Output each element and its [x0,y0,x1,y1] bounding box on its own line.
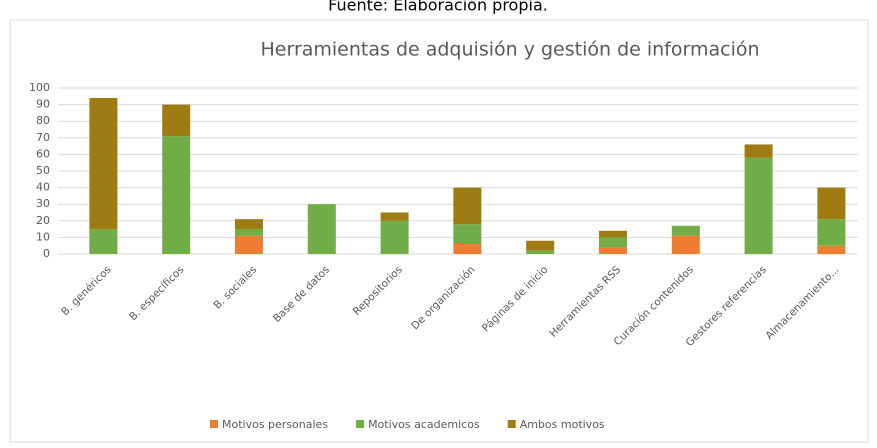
bar-segment [817,219,846,246]
bar-segment [599,237,627,248]
y-tick-label: 30 [36,197,50,210]
y-tick-label: 0 [43,247,50,260]
legend-swatch [507,420,516,428]
bar-segment [235,229,263,236]
x-tick-label: De organización [409,264,477,332]
y-tick-label: 100 [29,81,50,94]
bar-segment [162,104,191,137]
chart-title: Herramientas de adquisión y gestión de i… [260,39,759,61]
bar-segment [453,244,482,254]
x-tick-label: Gestores referencias [684,264,769,349]
bar-segment [671,225,700,236]
legend-label: Motivos personales [222,418,328,431]
bar-segment [89,97,118,230]
bar-segment [162,136,191,254]
bar-segment [89,229,118,254]
y-tick-label: 60 [36,147,50,160]
x-tick-label: B. sociales [211,264,259,312]
legend-label: Motivos academicos [368,418,480,431]
bar-segment [744,157,773,254]
x-tick-label: Repositorios [351,264,405,318]
y-tick-label: 70 [36,131,50,144]
legend-swatch [356,420,365,428]
bar-segment [380,220,409,254]
bar-segment [744,144,773,158]
y-tick-label: 40 [36,181,50,194]
bar-segment [453,187,482,225]
bar-segment [526,240,555,251]
bar-segment [453,224,482,245]
bar-segment [235,235,263,254]
x-tick-label: Almacenamiento... [763,264,841,342]
chart-frame [9,19,869,443]
x-tick-label: Base de datos [271,264,332,325]
y-tick-label: 10 [36,230,50,243]
x-tick-label: Curación contenidos [612,264,696,348]
bar-segment [671,235,700,254]
y-tick-label: 20 [36,214,50,227]
bar-segment [235,219,263,230]
x-tick-label: B. específicos [127,264,186,323]
x-tick-label: B. genéricos [59,264,113,318]
bar-segment [380,212,409,221]
caption: Fuente: Elaboración propia. [328,0,548,15]
bar-segment [599,230,627,238]
x-tick-label: Herramientas RSS [547,264,623,340]
bar-segment [599,247,627,254]
bar-segment [526,250,555,254]
bar-segment [817,245,846,254]
x-tick-label: Páginas de inicio [480,264,551,335]
bar-segment [817,187,846,220]
legend-label: Ambos motivos [520,418,605,431]
y-tick-label: 80 [36,114,50,127]
y-tick-label: 50 [36,164,50,177]
legend-swatch [210,420,218,428]
y-tick-label: 90 [36,98,50,111]
bar-segment [307,204,336,254]
